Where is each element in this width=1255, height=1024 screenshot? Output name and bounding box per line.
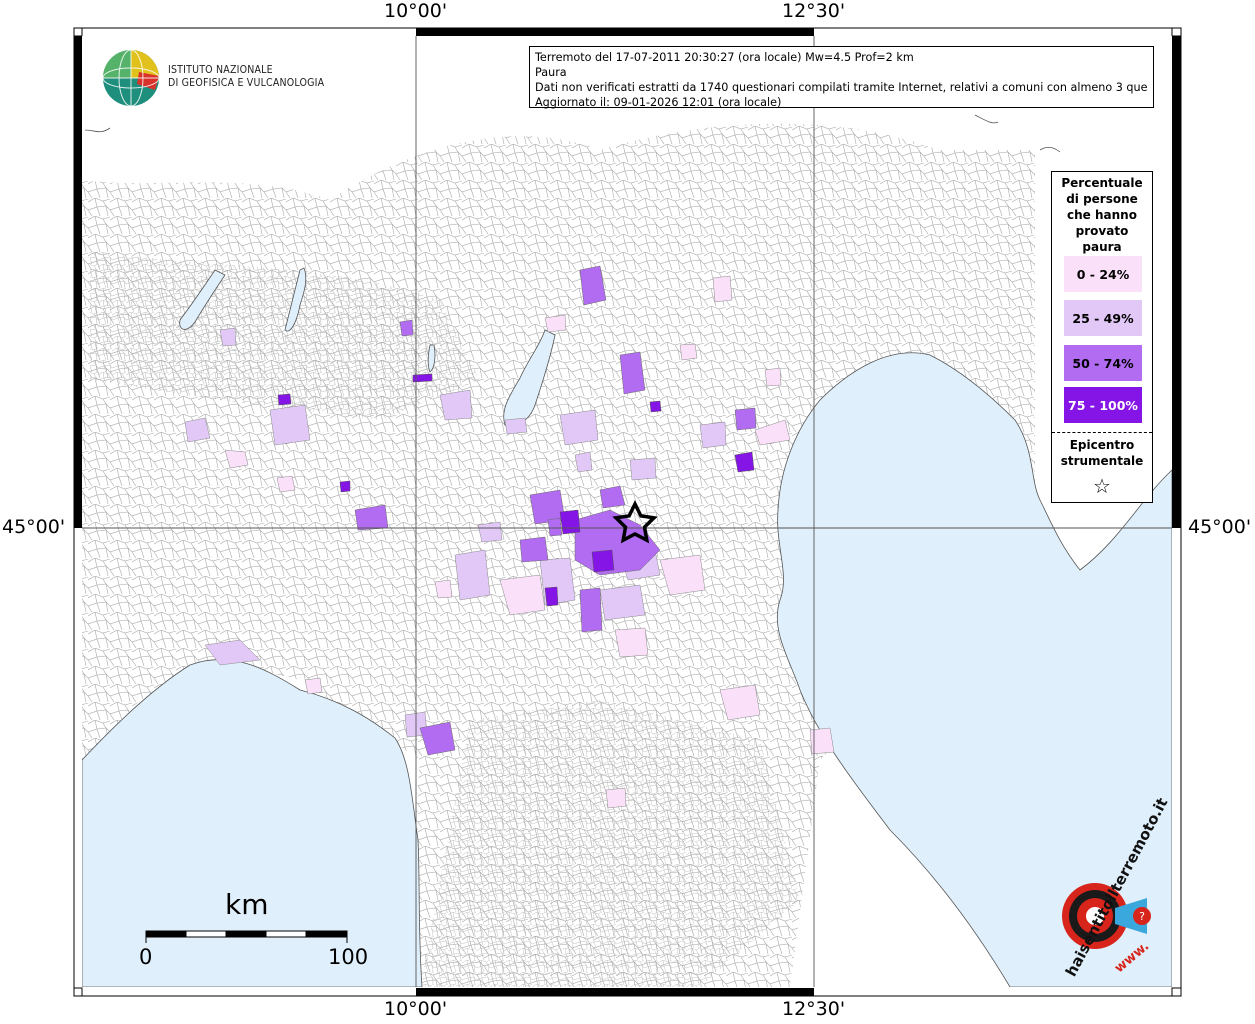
latitude-label-right: 45°00' xyxy=(1188,516,1252,538)
legend-epicenter-line-2: strumentale xyxy=(1060,454,1144,468)
legend-star-icon: ☆ xyxy=(1093,474,1111,498)
event-info-box: Terremoto del 17-07-2011 20:30:27 (ora l… xyxy=(529,46,1154,109)
haisentito-logo-icon: ? xyxy=(1062,883,1151,949)
legend-item-50-74: 50 - 74% xyxy=(1064,345,1142,381)
ingv-line-2: DI GEOFISICA E VULCANOLOGIA xyxy=(168,77,325,89)
longitude-label-bottom-left: 10°00' xyxy=(384,998,448,1020)
event-title: Terremoto del 17-07-2011 20:30:27 (ora l… xyxy=(535,51,914,64)
legend: Percentuale di persone che hanno provato… xyxy=(1051,171,1153,503)
longitude-label-top-left: 10°00' xyxy=(384,0,448,22)
ingv-line-1: ISTITUTO NAZIONALE xyxy=(168,64,273,76)
event-updated: Aggiornato il: 09-01-2026 12:01 (ora loc… xyxy=(535,96,782,109)
lake-garda xyxy=(503,329,556,427)
lake-maggiore xyxy=(179,269,226,330)
event-data-note: Dati non verificati estratti da 1740 que… xyxy=(535,81,1148,94)
legend-item-0-24: 0 - 24% xyxy=(1064,256,1142,292)
lake-como xyxy=(284,267,307,332)
frame-bar-right xyxy=(1172,36,1181,528)
longitude-label-top-right: 12°30' xyxy=(782,0,846,22)
svg-text:?: ? xyxy=(1139,910,1145,923)
ligurian-sea xyxy=(82,659,423,987)
legend-title: Percentuale di persone che hanno provato… xyxy=(1052,175,1152,255)
frame-bar-bottom xyxy=(416,988,814,996)
legend-divider xyxy=(1052,432,1152,433)
legend-title-line: di persone xyxy=(1066,192,1138,206)
epicenter-star-icon xyxy=(612,500,658,544)
scale-max: 100 xyxy=(328,945,369,969)
legend-title-line: provato xyxy=(1075,224,1129,238)
legend-title-line: paura xyxy=(1082,240,1122,254)
adriatic-sea xyxy=(776,352,1172,987)
legend-item-75-100: 75 - 100% xyxy=(1064,387,1142,423)
ingv-logo-icon xyxy=(102,49,160,107)
latitude-label-left: 45°00' xyxy=(2,516,66,538)
municipalities-75-100 xyxy=(277,373,755,607)
frame-bar-top xyxy=(416,28,814,36)
legend-item-25-49: 25 - 49% xyxy=(1064,300,1142,336)
municipalities-0-24 xyxy=(224,275,835,809)
scale-unit: km xyxy=(225,888,269,921)
legend-title-line: che hanno xyxy=(1067,208,1137,222)
legend-epicenter-line-1: Epicentro xyxy=(1069,438,1135,452)
lake-iseo xyxy=(427,344,436,373)
municipalities-50-74 xyxy=(354,265,757,756)
ingv-logo-text: ISTITUTO NAZIONALE DI GEOFISICA E VULCAN… xyxy=(168,64,324,90)
longitude-label-bottom-right: 12°30' xyxy=(782,998,846,1020)
legend-epicenter-label: Epicentro strumentale xyxy=(1052,437,1152,469)
event-parameter: Paura xyxy=(535,66,567,79)
scale-bar xyxy=(145,930,348,943)
legend-title-line: Percentuale xyxy=(1061,176,1143,190)
municipalities-25-49 xyxy=(184,327,727,738)
scale-min: 0 xyxy=(139,945,153,969)
frame-bar-left xyxy=(74,36,82,528)
